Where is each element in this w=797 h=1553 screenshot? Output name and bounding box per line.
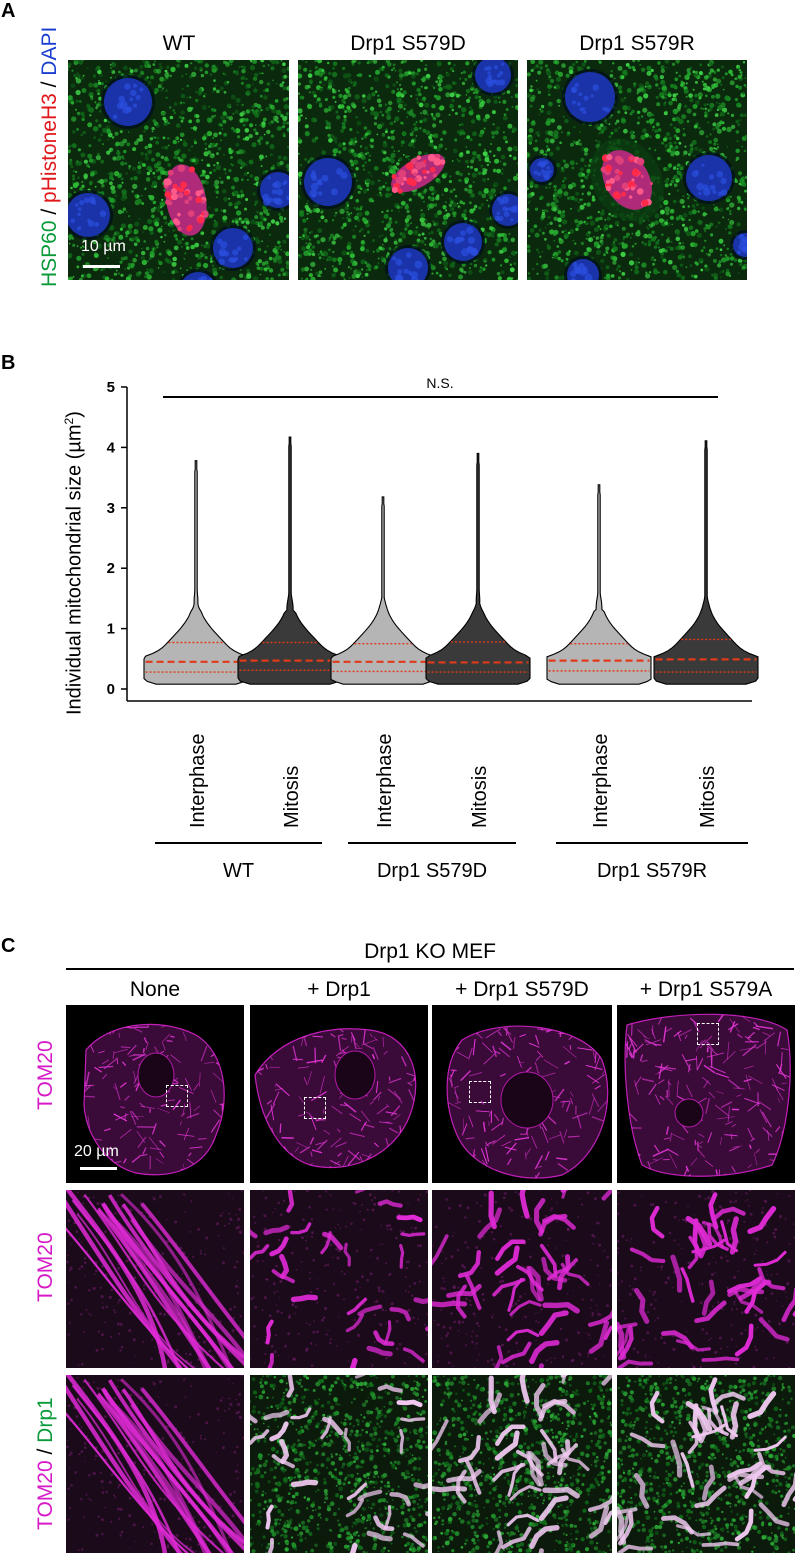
violin-body — [546, 484, 652, 685]
panel-a-label: A — [1, 0, 16, 22]
violin-body — [330, 496, 436, 685]
micrograph-c-s579a-cell — [617, 1005, 795, 1183]
group-label: Drp1 S579D — [377, 860, 487, 882]
violin-0 — [143, 460, 249, 685]
zoom-c-drp1-tom20 — [250, 1190, 428, 1368]
violin-body — [425, 452, 531, 685]
scale-bar-a — [83, 265, 120, 268]
a-ylabel-part-0: HSP60 — [38, 220, 61, 287]
zoom-c-none-merge — [66, 1375, 244, 1553]
y-tick-label: 2 — [107, 560, 115, 577]
micrograph-a-s579r — [527, 60, 747, 280]
zoom-c-none-tom20 — [66, 1190, 244, 1368]
zoom-c-s579d-merge — [432, 1375, 612, 1553]
micrograph-a-s579d — [298, 60, 518, 280]
violin-body — [143, 460, 249, 685]
violin-body — [237, 436, 343, 685]
panel-c-header-line — [66, 968, 794, 970]
micrograph-c-none-cell: 20 µm — [66, 1005, 244, 1183]
x-category-label: Interphase — [187, 733, 209, 828]
roi-box-s579a — [697, 1023, 719, 1045]
panel-c-col-none: None — [129, 978, 181, 1001]
a-ylabel-part-2: pHistoneH3 — [38, 93, 61, 203]
c-row-2-part-2: Drp1 — [34, 1397, 57, 1443]
y-tick-label: 4 — [107, 439, 116, 456]
panel-a-col-s579r: Drp1 S579R — [579, 32, 695, 55]
roi-box-drp1 — [304, 1097, 326, 1119]
y-tick-label: 3 — [107, 500, 115, 517]
panel-c-col-s579d: + Drp1 S579D — [455, 978, 589, 1001]
panel-c-col-s579a: + Drp1 S579A — [639, 978, 773, 1001]
panel-a-channel-label: HSP60 / pHistoneH3 / DAPI — [38, 27, 62, 287]
c-row-2-part-1: / — [34, 1442, 57, 1461]
micrograph-c-s579d-cell — [432, 1005, 612, 1183]
scale-bar-c-label: 20 µm — [74, 1143, 119, 1160]
violin-5 — [653, 440, 759, 685]
scale-bar-a-label: 10 µm — [81, 238, 126, 255]
group-label: WT — [223, 860, 254, 882]
panel-c-row-2-label: TOM20 — [34, 1232, 58, 1302]
x-category-label: Mitosis — [697, 766, 719, 828]
violin-3 — [425, 452, 531, 685]
panel-c-row-1-label: TOM20 — [34, 1040, 58, 1110]
c-row-0-part-0: TOM20 — [34, 1040, 57, 1110]
zoom-c-s579d-tom20 — [432, 1190, 612, 1368]
significance-label: N.S. — [426, 375, 453, 391]
violin-2 — [330, 496, 436, 685]
zoom-c-s579a-tom20 — [617, 1190, 795, 1368]
violin-4 — [546, 484, 652, 685]
panel-a-col-s579d: Drp1 S579D — [350, 32, 466, 55]
a-ylabel-part-3: / — [38, 75, 61, 94]
panel-a-col-wt: WT — [162, 32, 196, 55]
panel-c-header: Drp1 KO MEF — [364, 940, 496, 963]
roi-box-s579d — [469, 1081, 491, 1103]
roi-box-none — [166, 1085, 188, 1107]
y-tick-label: 5 — [107, 379, 115, 396]
c-row-2-part-0: TOM20 — [34, 1460, 57, 1530]
a-ylabel-part-4: DAPI — [38, 26, 61, 76]
panel-c-row-3-label: TOM20 / Drp1 — [34, 1397, 58, 1530]
group-label: Drp1 S579R — [597, 860, 707, 882]
micrograph-c-drp1-cell — [250, 1005, 428, 1183]
violin-body — [653, 440, 759, 685]
x-category-label: Mitosis — [469, 766, 491, 828]
zoom-c-drp1-merge — [250, 1375, 428, 1553]
violin-1 — [237, 436, 343, 685]
y-tick-label: 1 — [107, 621, 115, 638]
scale-bar-c — [80, 1167, 117, 1170]
panel-c-col-drp1: + Drp1 — [307, 978, 371, 1001]
c-row-1-part-0: TOM20 — [34, 1232, 57, 1302]
panel-b-label: B — [1, 352, 16, 374]
zoom-c-s579a-merge — [617, 1375, 795, 1553]
y-tick-label: 0 — [107, 681, 115, 698]
panel-c-label: C — [1, 935, 16, 957]
micrograph-a-wt: 10 µm — [68, 60, 289, 280]
x-category-label: Interphase — [590, 733, 612, 828]
x-category-label: Mitosis — [281, 766, 303, 828]
a-ylabel-part-1: / — [38, 202, 61, 221]
violin-chart: 0 1 2 3 4 5 N.S. Interphase Mitosis Interphase Mit… — [107, 375, 759, 882]
x-category-label: Interphase — [374, 733, 396, 828]
